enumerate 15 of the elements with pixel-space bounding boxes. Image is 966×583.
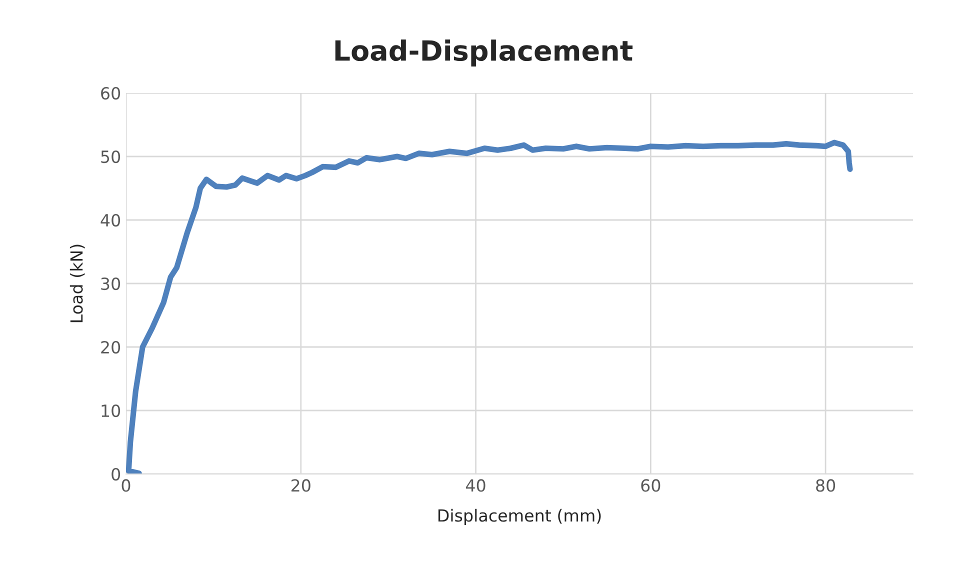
x-tick-label: 0 xyxy=(122,479,130,492)
x-tick-label: 80 xyxy=(816,479,836,492)
y-tick-label: 0 xyxy=(112,468,120,481)
x-tick-label: 40 xyxy=(466,479,486,492)
x-tick-label: 60 xyxy=(641,479,660,492)
x-tick-label: 20 xyxy=(292,479,310,492)
x-axis-title: Displacement (mm) xyxy=(438,508,601,526)
y-tick-label: 50 xyxy=(101,150,120,164)
y-tick-label: 10 xyxy=(102,404,120,418)
y-tick-label: 20 xyxy=(101,340,120,354)
y-axis-title: Load (kN) xyxy=(70,244,85,322)
y-tick-label: 60 xyxy=(101,86,120,100)
chart-title: Load-Displacement xyxy=(335,40,633,66)
y-tick-label: 30 xyxy=(101,277,120,290)
y-tick-label: 40 xyxy=(100,214,120,227)
